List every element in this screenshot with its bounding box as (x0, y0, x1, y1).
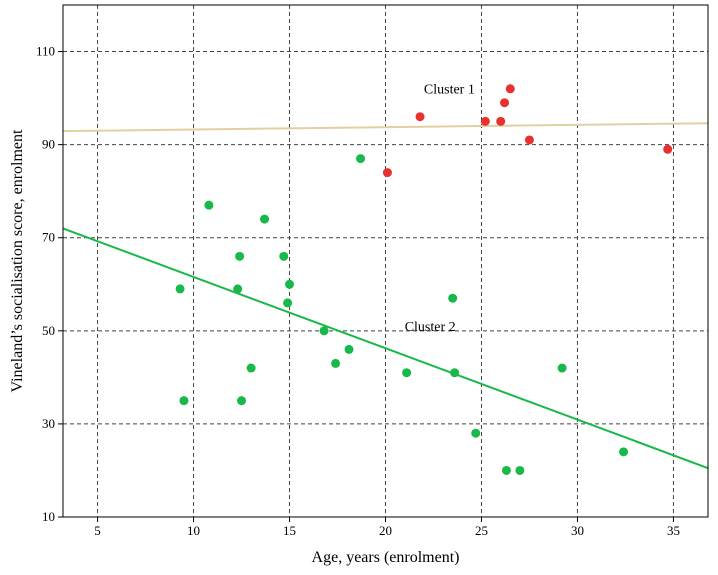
data-point (279, 251, 289, 261)
data-point (496, 116, 506, 126)
x-tick-label: 25 (475, 523, 488, 538)
data-point (356, 154, 366, 164)
data-point (233, 284, 243, 294)
data-point (260, 214, 270, 224)
data-point (331, 358, 341, 368)
data-point (471, 428, 481, 438)
cluster-label: Cluster 2 (405, 320, 456, 335)
data-point (179, 396, 189, 406)
data-point (319, 326, 329, 336)
x-tick-label: 15 (283, 523, 296, 538)
data-point (450, 368, 460, 378)
data-point (285, 279, 295, 289)
data-point (283, 298, 293, 308)
x-tick-label: 20 (379, 523, 392, 538)
data-point (246, 363, 256, 373)
data-point (501, 465, 511, 475)
fit-line (62, 227, 709, 470)
y-tick-label: 90 (42, 137, 55, 152)
data-point (448, 293, 458, 303)
y-tick-label: 50 (42, 323, 55, 338)
data-point (515, 465, 525, 475)
data-points (175, 84, 673, 475)
fit-line (62, 122, 709, 133)
y-tick-label: 30 (42, 416, 55, 431)
y-tick-label: 10 (42, 509, 55, 524)
data-point (415, 112, 425, 122)
cluster-label: Cluster 1 (424, 82, 475, 97)
tick-labels: 5 10 15 20 25 30 35 10 30 50 70 90 110 (36, 44, 680, 538)
x-tick-label: 35 (667, 523, 680, 538)
fit-lines (62, 122, 709, 470)
data-point (175, 284, 185, 294)
annotations: Cluster 1 Cluster 2 (405, 82, 475, 334)
y-tick-label: 70 (42, 230, 55, 245)
data-point (557, 363, 567, 373)
x-axis-title: Age, years (enrolment) (312, 549, 460, 566)
y-axis-title: Vineland’s socialisation score, enrolmen… (9, 129, 26, 393)
data-point (480, 116, 490, 126)
data-point (382, 168, 392, 178)
x-tick-label: 10 (187, 523, 200, 538)
data-point (619, 447, 629, 457)
grid-layer (63, 5, 708, 517)
data-point (344, 344, 354, 354)
data-point (402, 368, 412, 378)
data-point (237, 396, 247, 406)
data-point (235, 251, 245, 261)
data-point (500, 98, 510, 108)
x-tick-label: 5 (94, 523, 101, 538)
plot-frame (62, 4, 709, 518)
x-tick-label: 30 (571, 523, 584, 538)
data-point (204, 200, 214, 210)
y-tick-label: 110 (36, 44, 55, 59)
data-point (524, 135, 534, 145)
data-point (663, 144, 673, 154)
data-point (505, 84, 515, 94)
